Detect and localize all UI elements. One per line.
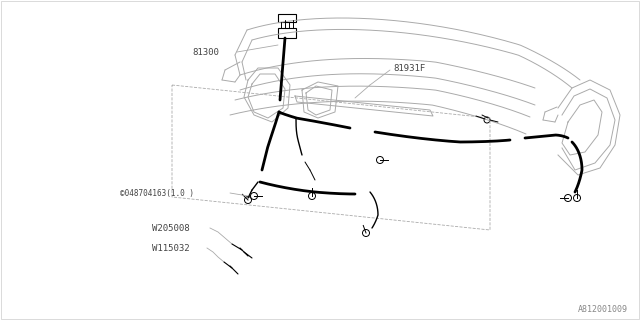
Circle shape [308,193,316,199]
Text: 81300: 81300 [192,47,219,57]
Circle shape [376,156,383,164]
Circle shape [564,195,572,202]
Text: A812001009: A812001009 [578,305,628,314]
Circle shape [484,117,490,123]
FancyBboxPatch shape [278,28,296,38]
Circle shape [244,196,252,204]
Text: ©048704163(1.0 ): ©048704163(1.0 ) [120,188,194,197]
Text: W205008: W205008 [152,223,189,233]
Text: 81931F: 81931F [393,63,425,73]
Text: W115032: W115032 [152,244,189,252]
Circle shape [250,193,257,199]
Circle shape [573,195,580,202]
FancyBboxPatch shape [278,14,296,22]
Circle shape [362,229,369,236]
